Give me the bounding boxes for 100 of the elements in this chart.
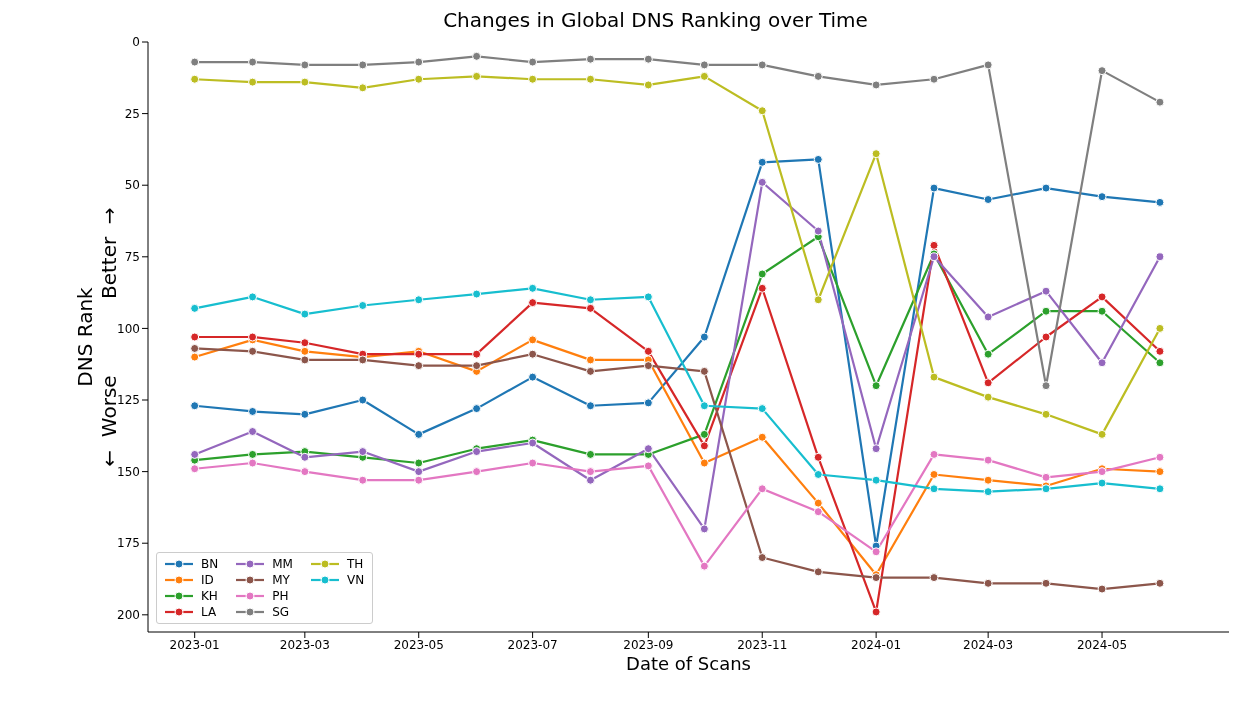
point (1155, 252, 1165, 262)
point (929, 240, 939, 250)
point (699, 524, 709, 534)
point (1155, 323, 1165, 333)
point (585, 355, 595, 365)
legend-label: VN (346, 573, 365, 587)
point (1041, 578, 1051, 588)
x-tick-label: 2024-01 (851, 637, 902, 652)
point (929, 183, 939, 193)
point (813, 507, 823, 517)
point (358, 301, 368, 310)
point (929, 484, 939, 494)
point (1155, 578, 1165, 588)
legend-label: TH (346, 557, 364, 571)
point (1097, 478, 1107, 488)
point (190, 464, 200, 474)
point (757, 106, 767, 116)
x-tick-label: 2023-07 (507, 637, 558, 652)
point (414, 429, 424, 439)
point (1155, 452, 1165, 462)
point (528, 57, 538, 67)
point (585, 74, 595, 84)
x-tick-label: 2023-01 (169, 637, 220, 652)
x-tick-label: 2023-05 (393, 637, 444, 652)
point (983, 195, 993, 205)
point (528, 335, 538, 345)
point (983, 349, 993, 359)
legend-label: LA (201, 605, 217, 619)
point (190, 332, 200, 342)
point (528, 349, 538, 359)
point (585, 303, 595, 313)
point (699, 441, 709, 451)
point (813, 567, 823, 577)
point (1155, 467, 1165, 477)
point (414, 295, 424, 305)
point (983, 378, 993, 388)
point (248, 292, 258, 302)
point (1155, 358, 1165, 368)
point (983, 312, 993, 322)
point (871, 607, 881, 617)
point (190, 449, 200, 459)
point (585, 467, 595, 477)
point (813, 71, 823, 81)
point (699, 429, 709, 439)
legend-label: SG (272, 605, 290, 619)
point (414, 458, 424, 468)
point (528, 458, 538, 468)
point (929, 372, 939, 382)
point (300, 409, 310, 419)
point (813, 226, 823, 236)
point (300, 309, 310, 319)
legend-label: KH (201, 589, 218, 603)
point (871, 444, 881, 454)
point (757, 432, 767, 442)
point (1041, 183, 1051, 193)
point (300, 338, 310, 348)
point (1041, 306, 1051, 316)
point (472, 71, 482, 81)
point (190, 343, 200, 353)
point (528, 372, 538, 382)
point (699, 561, 709, 571)
point (813, 452, 823, 462)
point (528, 283, 538, 293)
point (1041, 286, 1051, 296)
point (358, 60, 368, 70)
point (871, 475, 881, 485)
point (1097, 66, 1107, 76)
point (1155, 197, 1165, 207)
point (983, 60, 993, 70)
y-tick-label: 200 (117, 608, 140, 623)
point (190, 352, 200, 362)
point (190, 401, 200, 411)
point (929, 469, 939, 479)
legend-label: PH (272, 589, 289, 603)
point (248, 77, 258, 87)
point (813, 154, 823, 164)
point (358, 83, 368, 93)
point (248, 458, 258, 468)
point (358, 447, 368, 457)
point (1097, 584, 1107, 594)
point (585, 449, 595, 459)
point (643, 54, 653, 64)
legend-label: BN (201, 557, 219, 571)
point (300, 452, 310, 462)
point (757, 283, 767, 293)
point (929, 74, 939, 84)
point (1097, 358, 1107, 368)
point (1155, 97, 1165, 107)
point (643, 292, 653, 302)
point (643, 461, 653, 471)
point (643, 398, 653, 408)
point (871, 381, 881, 391)
point (1155, 346, 1165, 356)
point (414, 467, 424, 477)
y-tick-label: 175 (117, 536, 140, 551)
point (643, 361, 653, 371)
point (757, 269, 767, 279)
point (358, 395, 368, 405)
point (1041, 472, 1051, 482)
point (643, 346, 653, 356)
